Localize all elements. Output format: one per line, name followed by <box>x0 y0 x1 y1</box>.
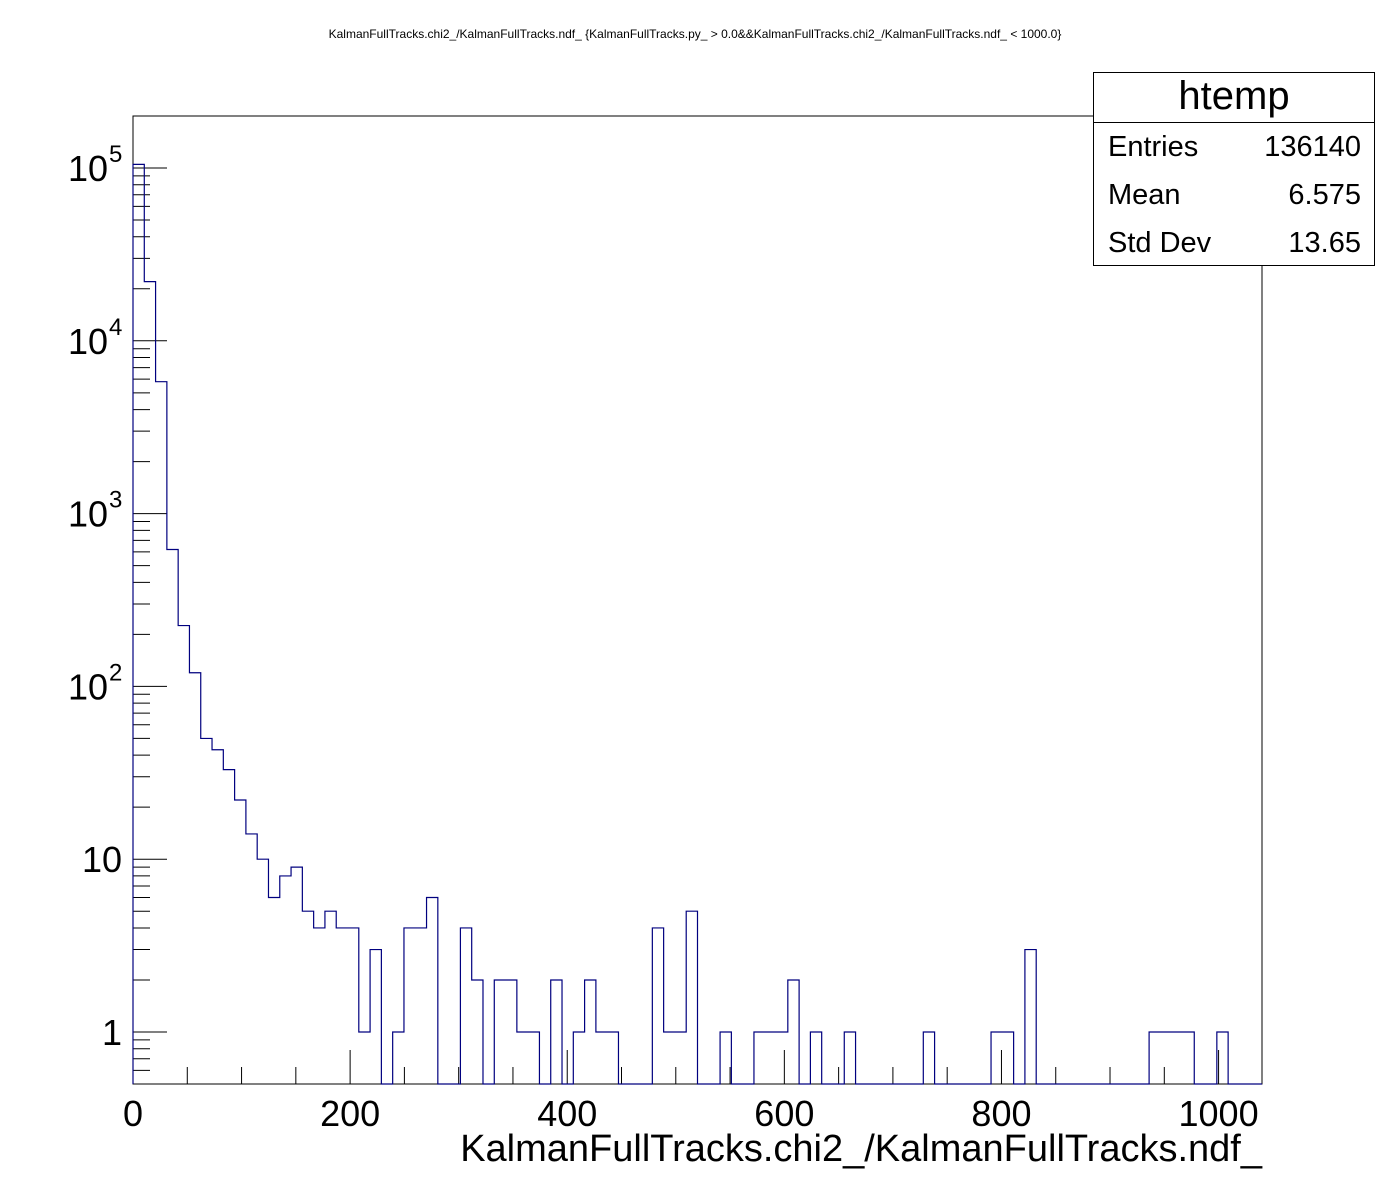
stats-box-name: htemp <box>1094 73 1374 123</box>
histogram-bin <box>1172 1032 1183 1084</box>
histogram-bin <box>573 1032 584 1084</box>
histogram-bin <box>223 770 234 1084</box>
x-tick-label: 1000 <box>1179 1093 1259 1134</box>
x-axis-title: KalmanFullTracks.chi2_/KalmanFullTracks.… <box>460 1128 1262 1170</box>
stats-value: 6.575 <box>1288 179 1361 211</box>
histogram-bin <box>777 1032 788 1084</box>
stats-row-mean: Mean 6.575 <box>1094 171 1374 219</box>
y-tick-label: 10 <box>68 321 108 362</box>
histogram-bin <box>788 980 799 1084</box>
histogram-bins <box>133 164 1228 1084</box>
histogram-bin <box>1217 1032 1228 1084</box>
y-tick-exponent: 2 <box>109 659 122 686</box>
histogram-bin <box>1149 1032 1160 1084</box>
histogram-bin <box>765 1032 776 1084</box>
stats-value: 13.65 <box>1288 227 1361 259</box>
histogram-bin <box>302 911 313 1084</box>
y-tick-label: 1 <box>102 1012 122 1053</box>
histogram-bin <box>359 1032 370 1084</box>
x-tick-label: 800 <box>971 1093 1031 1134</box>
histogram-bin <box>427 898 438 1084</box>
histogram-bin <box>528 1032 539 1084</box>
histogram-bin <box>325 911 336 1084</box>
x-axis: 0 200 400 600 800 1000 <box>123 1050 1259 1134</box>
y-tick-label: 10 <box>82 839 122 880</box>
histogram-bin <box>201 738 212 1084</box>
histogram-bin <box>664 1032 675 1084</box>
chart-title: KalmanFullTracks.chi2_/KalmanFullTracks.… <box>328 27 1062 41</box>
histogram-bin <box>178 626 189 1084</box>
histogram-bin <box>1183 1032 1194 1084</box>
histogram-bin <box>348 928 359 1084</box>
histogram-bin <box>494 980 505 1084</box>
histogram-bin <box>1025 950 1036 1084</box>
histogram-bin <box>235 800 246 1084</box>
histogram-bin <box>506 980 517 1084</box>
histogram-bin <box>370 950 381 1084</box>
histogram-bin <box>596 1032 607 1084</box>
y-tick-label: 10 <box>68 494 108 535</box>
y-tick-exponent: 3 <box>109 487 122 514</box>
histogram-bin <box>675 1032 686 1084</box>
histogram-bin <box>472 980 483 1084</box>
y-tick-label: 10 <box>68 148 108 189</box>
histogram-bin <box>257 859 268 1084</box>
histogram-bin <box>585 980 596 1084</box>
stats-value: 136140 <box>1264 131 1361 163</box>
y-tick-label: 10 <box>68 666 108 707</box>
histogram-bin <box>652 928 663 1084</box>
x-tick-label: 200 <box>320 1093 380 1134</box>
histogram-bin <box>212 750 223 1084</box>
stats-box: htemp Entries 136140 Mean 6.575 Std Dev … <box>1093 72 1375 266</box>
histogram-bin <box>189 673 200 1084</box>
histogram-bin <box>844 1032 855 1084</box>
histogram-bin <box>686 911 697 1084</box>
histogram-bin <box>268 898 279 1084</box>
histogram-bin <box>133 164 144 1084</box>
stats-label: Mean <box>1108 179 1181 211</box>
stats-row-stddev: Std Dev 13.65 <box>1094 219 1374 267</box>
histogram-bin <box>1160 1032 1171 1084</box>
histogram-bin <box>246 834 257 1084</box>
stats-row-entries: Entries 136140 <box>1094 123 1374 171</box>
histogram-bin <box>551 980 562 1084</box>
histogram-bin <box>415 928 426 1084</box>
histogram-bin <box>393 1032 404 1084</box>
histogram-bin <box>1002 1032 1013 1084</box>
histogram-bin <box>607 1032 618 1084</box>
stats-label: Std Dev <box>1108 227 1212 259</box>
y-tick-exponent: 5 <box>109 141 122 168</box>
x-tick-label: 600 <box>754 1093 814 1134</box>
histogram-bin <box>923 1032 934 1084</box>
histogram-bin <box>404 928 415 1084</box>
histogram-bin <box>144 282 155 1084</box>
histogram-bin <box>810 1032 821 1084</box>
y-tick-exponent: 4 <box>109 314 122 341</box>
histogram-bin <box>314 928 325 1084</box>
histogram-bin <box>156 382 167 1084</box>
histogram-outline <box>132 163 1262 1085</box>
histogram-bin <box>336 928 347 1084</box>
x-tick-label: 400 <box>537 1093 597 1134</box>
histogram-bin <box>167 549 178 1084</box>
histogram-bin <box>720 1032 731 1084</box>
histogram-bin <box>460 928 471 1084</box>
histogram-bin <box>754 1032 765 1084</box>
histogram-bin <box>291 867 302 1084</box>
x-tick-label: 0 <box>123 1093 143 1134</box>
stats-label: Entries <box>1108 131 1199 163</box>
histogram-bin <box>517 1032 528 1084</box>
histogram-bin <box>991 1032 1002 1084</box>
histogram-bin <box>280 876 291 1084</box>
